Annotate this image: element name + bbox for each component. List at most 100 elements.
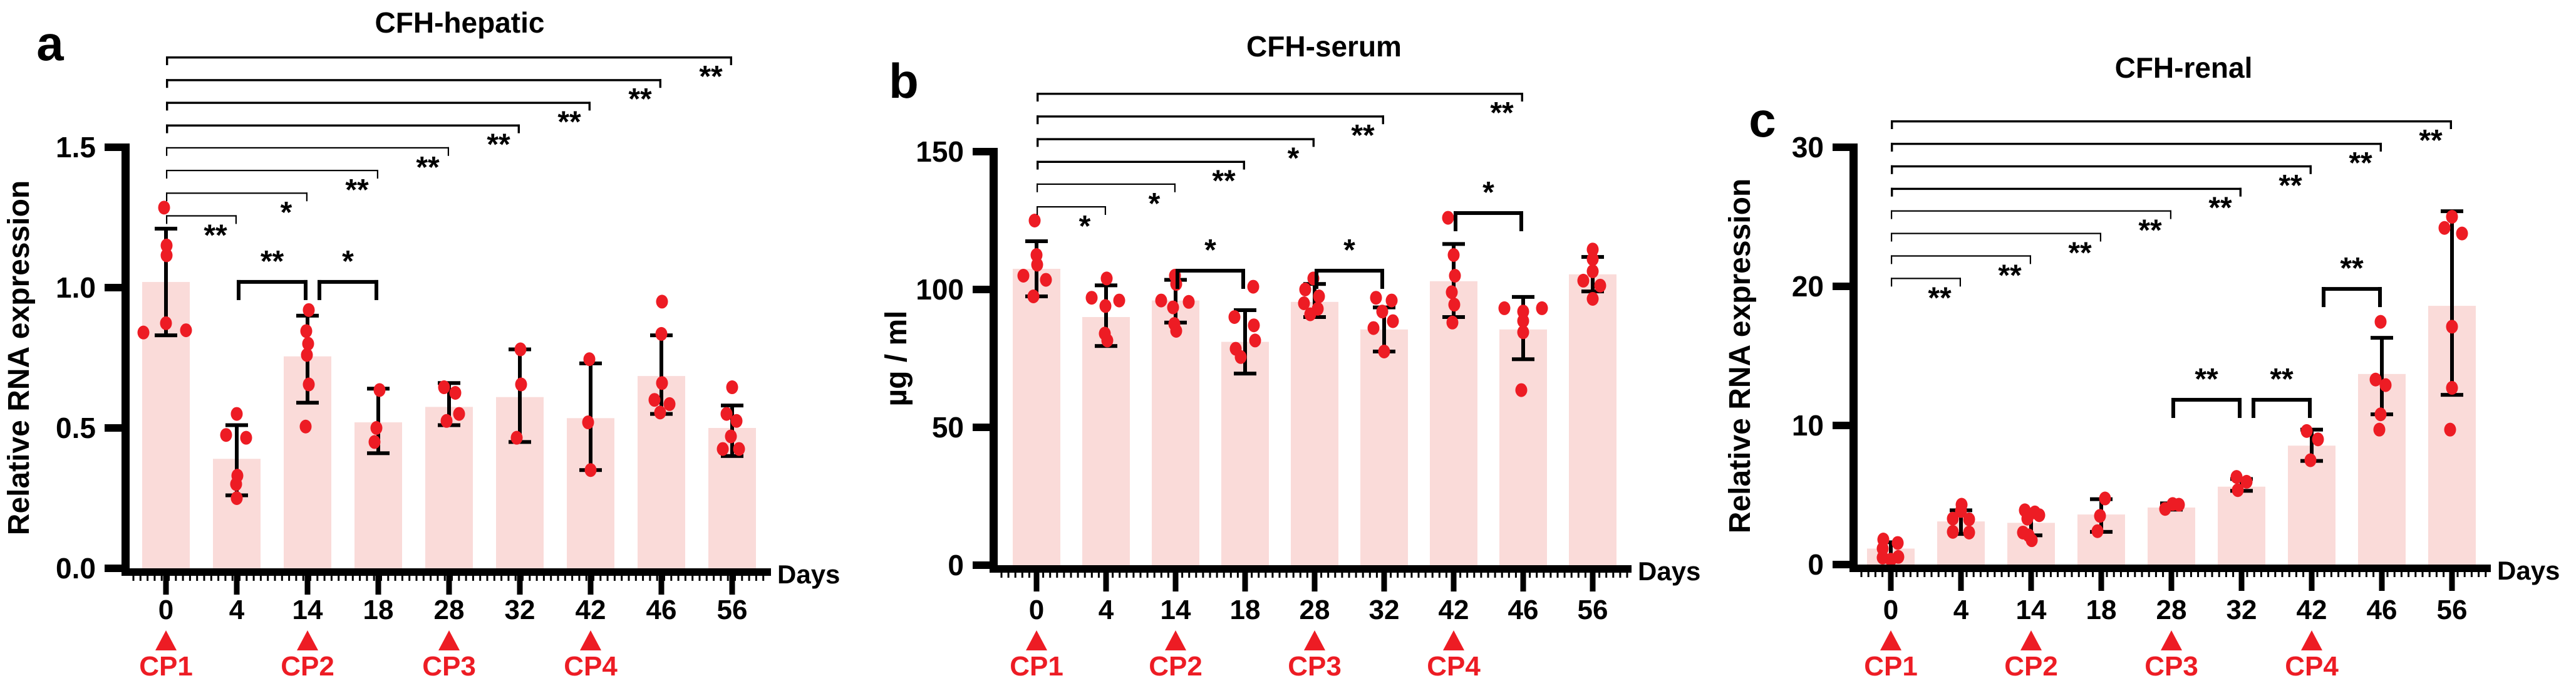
bracket-end xyxy=(1891,210,1893,219)
x-minor-tick xyxy=(1480,573,1482,578)
x-minor-tick xyxy=(160,576,163,581)
sig-label: ** xyxy=(2068,237,2092,270)
x-tick xyxy=(2449,572,2455,591)
x-minor-tick xyxy=(2274,572,2277,577)
x-minor-tick xyxy=(2106,572,2108,577)
bracket-line xyxy=(166,79,661,81)
x-minor-tick xyxy=(2190,572,2192,577)
bracket-end xyxy=(588,102,591,111)
data-point-day-32 xyxy=(1385,293,1398,308)
cp-triangle-icon xyxy=(2301,630,2322,650)
bar-day-4 xyxy=(1082,317,1130,566)
error-cap-bottom xyxy=(155,333,177,338)
x-minor-tick xyxy=(1119,573,1121,578)
x-minor-tick xyxy=(1355,573,1357,578)
x-minor-tick xyxy=(231,576,234,581)
x-minor-tick xyxy=(677,576,680,581)
x-minor-tick xyxy=(500,576,503,581)
x-minor-tick xyxy=(1529,573,1531,578)
data-point-day-0 xyxy=(137,325,150,340)
x-minor-tick xyxy=(2113,572,2115,577)
x-tick xyxy=(1451,573,1457,591)
bar-day-0 xyxy=(1013,269,1060,566)
chart-cfh-hepatic: 0.0 0.5 1.0 1.5 0 4 14 18 28 32 42 46 56 Days CP1 CP2 CP… xyxy=(3,6,840,682)
data-point-day-28 xyxy=(449,386,462,400)
x-tick-label-day-18: 18 xyxy=(2086,595,2117,625)
bracket-end xyxy=(166,192,168,202)
sig-label: ** xyxy=(557,105,581,138)
bracket-end xyxy=(1891,142,1893,152)
x-minor-tick xyxy=(1965,572,1968,577)
x-minor-tick xyxy=(147,576,149,581)
x-minor-tick xyxy=(2316,572,2319,577)
x-minor-tick xyxy=(2119,572,2122,577)
x-tick-label-day-28: 28 xyxy=(434,595,465,625)
data-point-day-18 xyxy=(1249,333,1261,348)
sig-bracket-0-vs-46 xyxy=(1037,93,1523,102)
x-minor-tick xyxy=(196,576,199,581)
error-cap-top xyxy=(225,423,248,427)
x-minor-tick xyxy=(2084,572,2087,577)
x-minor-tick xyxy=(2302,572,2305,577)
x-minor-tick xyxy=(1874,572,1876,577)
sig-bracket-14-vs-18 xyxy=(318,279,378,300)
x-minor-tick xyxy=(1090,573,1093,578)
data-point-day-46 xyxy=(2379,378,2392,392)
x-minor-tick xyxy=(1397,573,1399,578)
bracket-end xyxy=(1891,165,1893,174)
bracket-end xyxy=(1382,115,1384,125)
y-tick-label: 20 xyxy=(1792,270,1824,303)
x-minor-tick xyxy=(2386,572,2389,577)
data-point-day-0 xyxy=(160,238,173,253)
x-minor-tick xyxy=(578,576,581,581)
x-tick-label-day-42: 42 xyxy=(1439,595,1469,625)
x-minor-tick xyxy=(1923,572,1926,577)
bracket-end xyxy=(1104,206,1106,215)
x-tick-label-day-46: 46 xyxy=(2367,595,2398,625)
error-cap-bottom xyxy=(1234,372,1256,376)
data-point-day-4 xyxy=(1955,504,1967,518)
cp-label: CP1 xyxy=(139,651,193,682)
data-point-day-32 xyxy=(1367,321,1380,335)
x-minor-tick xyxy=(1341,573,1343,578)
x-tick xyxy=(163,576,169,595)
data-point-day-56 xyxy=(1586,242,1599,257)
data-point-day-4 xyxy=(220,428,232,442)
bracket-end xyxy=(2029,255,2031,264)
sig-label: ** xyxy=(2349,147,2372,180)
data-point-day-28 xyxy=(1304,307,1316,321)
x-minor-tick xyxy=(1223,573,1225,578)
x-minor-tick xyxy=(2246,572,2248,577)
y-tick xyxy=(973,561,990,569)
data-point-day-32 xyxy=(2240,474,2253,489)
data-point-day-42 xyxy=(584,463,597,477)
error-line xyxy=(1243,310,1247,374)
x-minor-tick xyxy=(1195,573,1197,578)
data-point-day-46 xyxy=(663,397,676,411)
sig-label: * xyxy=(281,196,292,229)
data-point-day-42 xyxy=(2304,453,2317,467)
x-minor-tick xyxy=(2042,572,2045,577)
x-minor-tick xyxy=(430,576,432,581)
data-point-day-46 xyxy=(1517,325,1529,340)
y-tick xyxy=(1833,561,1849,568)
error-line xyxy=(518,349,522,442)
y-tick-label: 100 xyxy=(916,273,964,306)
y-tick-label: 10 xyxy=(1792,409,1824,442)
bracket-end xyxy=(1241,269,1245,289)
y-tick xyxy=(105,424,122,432)
x-minor-tick xyxy=(274,576,276,581)
x-minor-tick xyxy=(649,576,651,581)
y-tick xyxy=(1833,422,1849,429)
x-axis xyxy=(990,565,1632,573)
x-minor-tick xyxy=(1097,573,1100,578)
bracket-line xyxy=(166,170,378,172)
x-minor-tick xyxy=(182,576,184,581)
bracket-end xyxy=(1312,138,1315,147)
x-tick-label-day-32: 32 xyxy=(505,595,535,625)
sig-label: ** xyxy=(345,174,369,207)
error-line xyxy=(1104,285,1108,346)
x-minor-tick xyxy=(1570,573,1573,578)
x-minor-tick xyxy=(224,576,227,581)
x-minor-tick xyxy=(2049,572,2052,577)
